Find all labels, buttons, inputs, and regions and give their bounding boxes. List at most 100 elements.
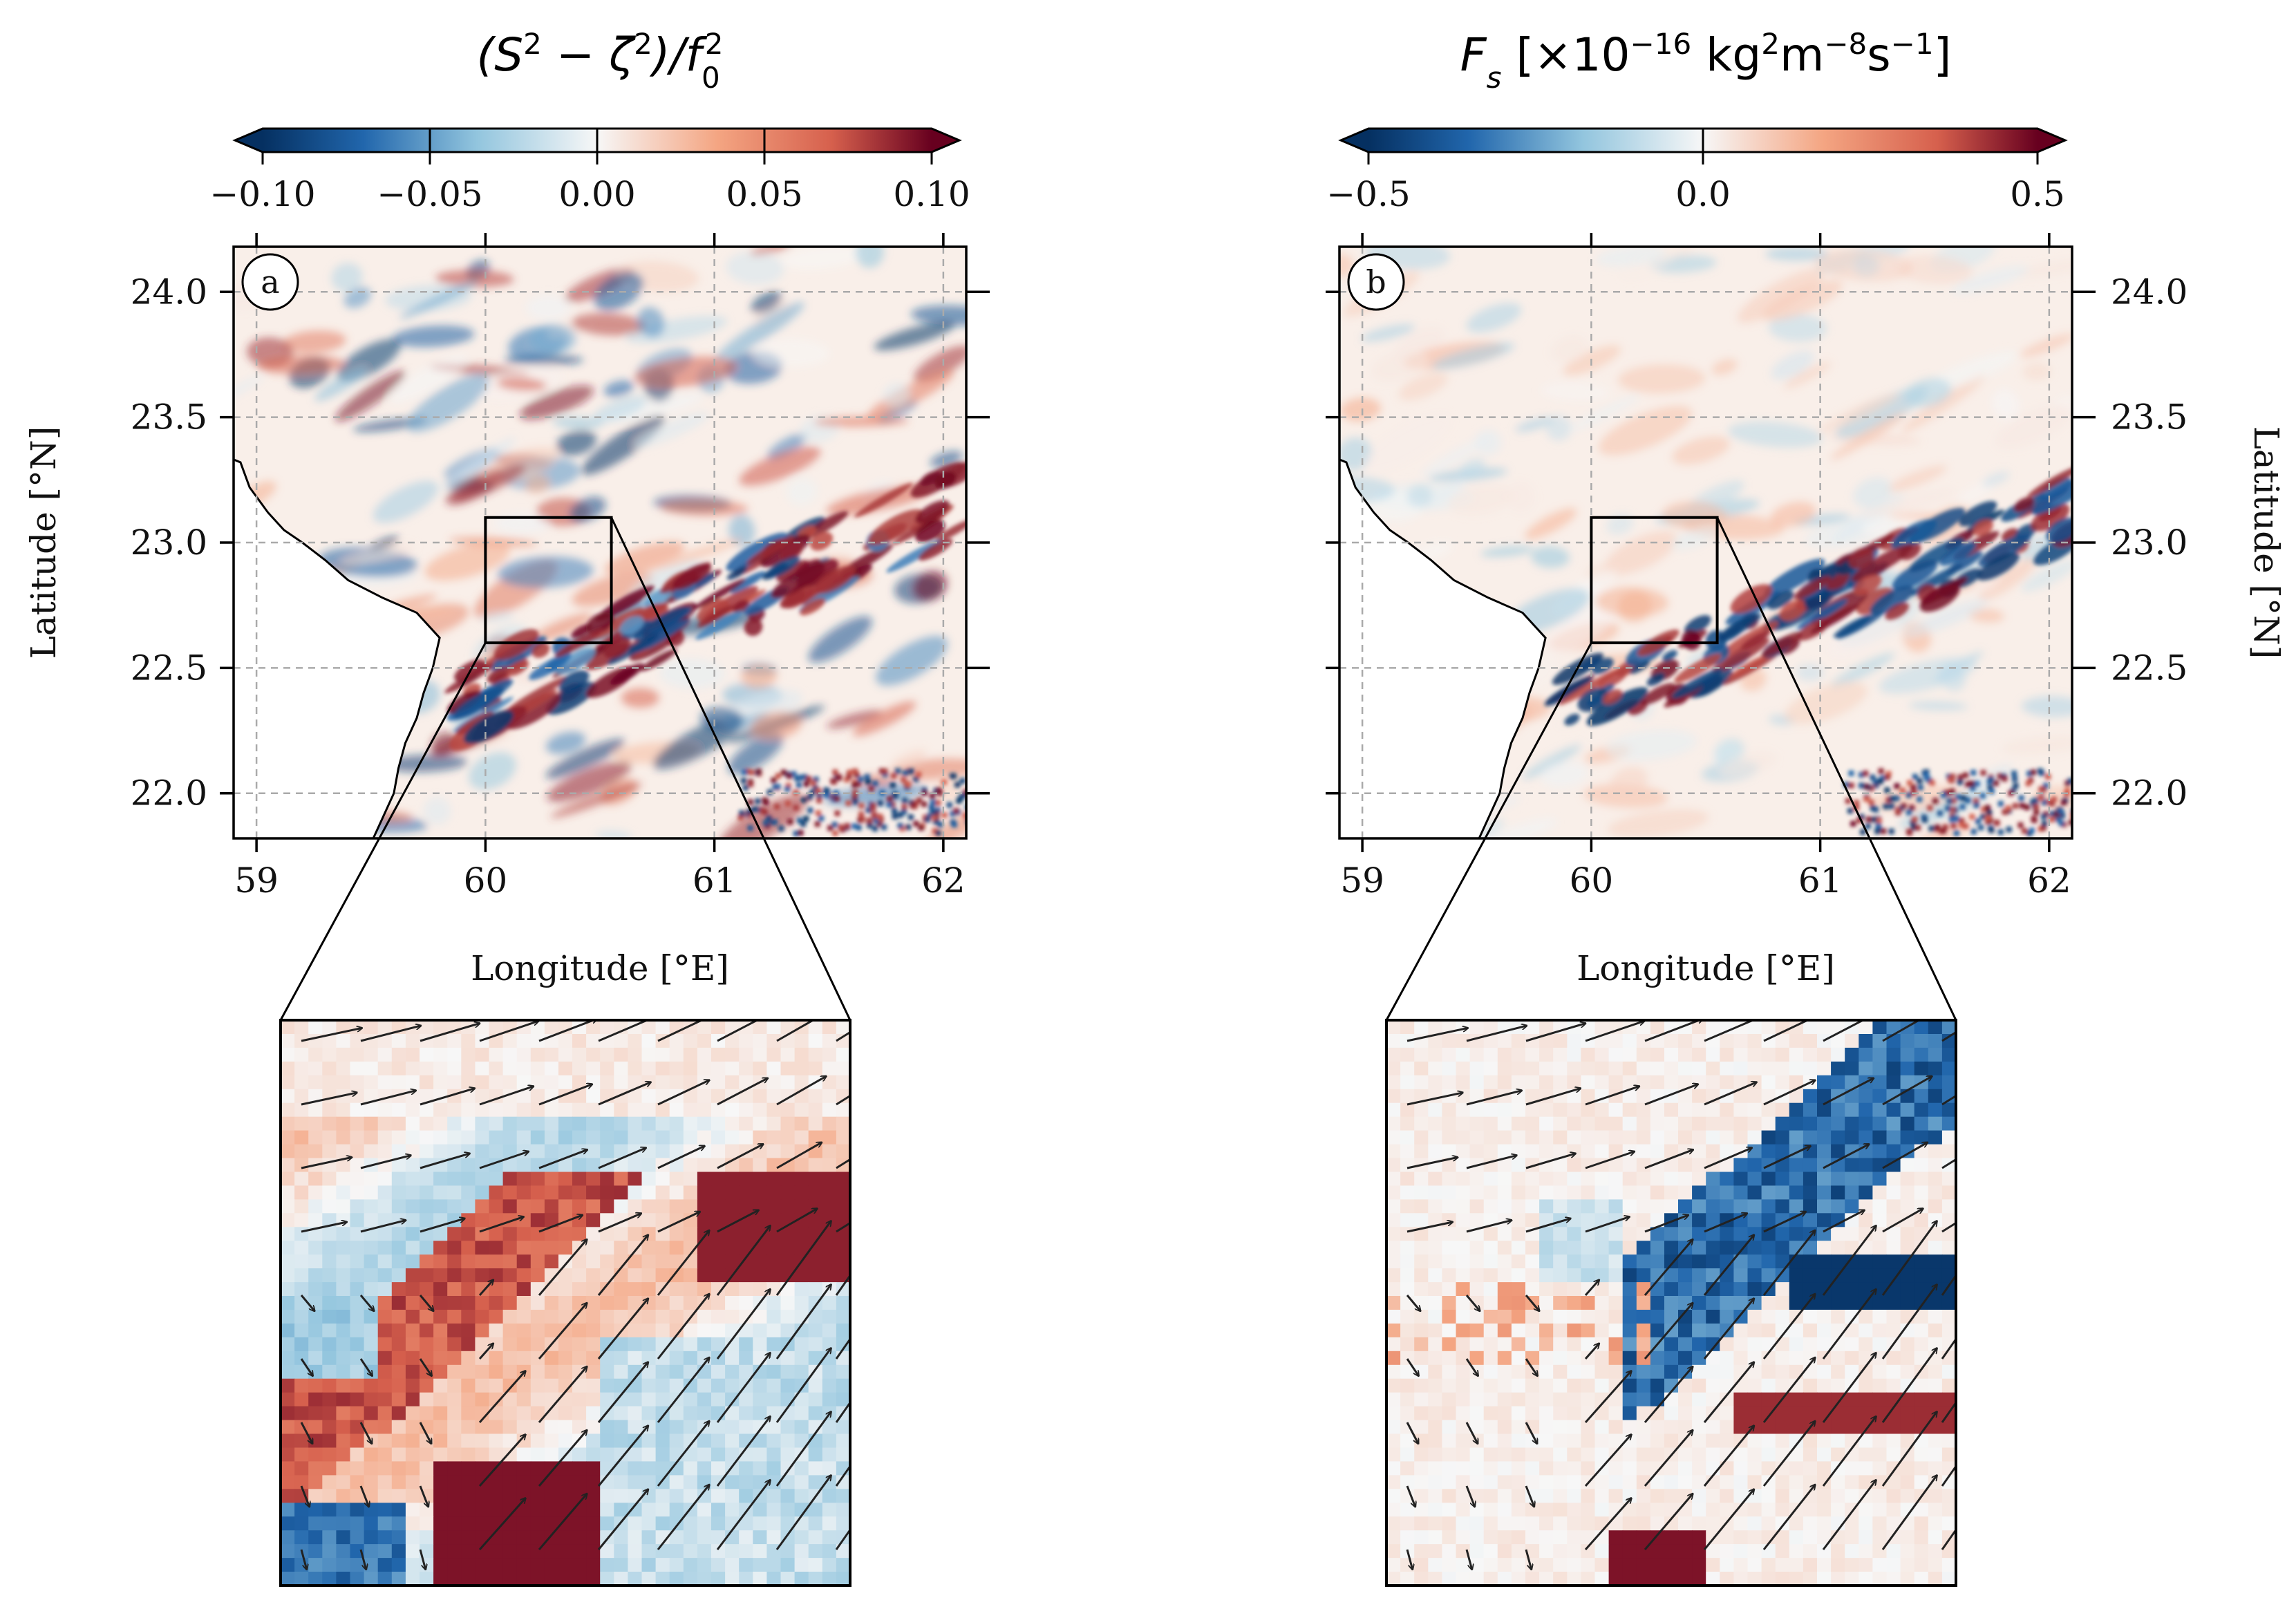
velocity-arrow [419,1295,433,1311]
velocity-arrow [716,1353,771,1423]
panel-b-colorbar: −0.5 0.0 0.5 [1326,127,2068,214]
velocity-arrow [597,1362,648,1423]
velocity-arrow [716,1480,771,1550]
velocity-arrow [1703,1489,1754,1550]
velocity-arrow [598,1082,651,1106]
x-tick-label: 61 [1798,860,1843,901]
velocity-arrow [1763,1212,1806,1233]
velocity-arrow [1466,1220,1512,1233]
velocity-arrow [1644,1303,1693,1360]
panel-b-label: b [1366,263,1386,301]
velocity-arrow [1823,1210,1865,1233]
velocity-arrow [597,1235,648,1296]
colorbar-b-extend-high [2038,129,2065,152]
velocity-arrow [657,1212,700,1233]
velocity-arrow [657,1421,709,1487]
velocity-arrow [1406,1157,1458,1169]
velocity-arrow [1823,1020,1865,1042]
velocity-arrow [1882,1076,1932,1106]
velocity-arrow [1762,1485,1815,1550]
velocity-arrow [657,1020,704,1042]
velocity-arrow [1822,1353,1876,1423]
velocity-arrow [1525,1422,1537,1444]
velocity-arrow [657,1080,710,1106]
velocity-arrow [1466,1091,1522,1106]
velocity-arrow [538,1239,587,1296]
velocity-arrow [301,1028,362,1042]
velocity-arrow [538,1494,587,1550]
velocity-arrow [1703,1299,1754,1360]
y-tick-label: 22.0 [2111,773,2187,813]
velocity-arrow [835,1464,850,1487]
velocity-arrow [775,1284,831,1360]
velocity-arrow [420,1089,475,1106]
panel-b-label-circle [1347,253,1405,311]
velocity-arrow [478,1498,526,1550]
velocity-arrow [1762,1294,1815,1360]
velocity-arrow [1882,1142,1928,1169]
velocity-arrow [1941,1273,1956,1296]
velocity-arrow [479,1151,529,1169]
velocity-arrow [1525,1295,1539,1311]
velocity-arrow [1406,1222,1453,1233]
velocity-arrow [359,1549,366,1570]
velocity-arrow [1584,1434,1632,1487]
velocity-arrow [1763,1146,1811,1169]
x-tick-label: 60 [1570,860,1614,901]
velocity-arrow [1941,1527,1956,1550]
velocity-arrow [657,1485,709,1550]
velocity-arrow [776,1209,818,1233]
velocity-arrow [717,1144,764,1169]
velocity-arrow [1763,1020,1810,1042]
velocity-arrow [775,1475,831,1550]
velocity-arrow [1941,1464,1956,1487]
velocity-arrow [657,1294,709,1360]
velocity-arrow [835,1337,850,1360]
colorbar-b-extend-low [1341,129,1368,152]
panel-b-zoom-box [1385,516,1957,1021]
velocity-arrow [1881,1411,1937,1487]
velocity-arrow [1585,1020,1644,1042]
velocity-arrow [835,1527,850,1550]
velocity-arrow [359,1295,374,1311]
velocity-arrow [1406,1549,1413,1570]
velocity-arrow [775,1348,831,1423]
velocity-arrow [420,1154,470,1169]
velocity-arrow [1822,1289,1876,1360]
velocity-arrow [1644,1239,1693,1296]
velocity-arrow [1465,1295,1480,1311]
velocity-arrow [1941,1094,1956,1106]
panel-b-inset-frame [1385,1019,1957,1587]
panel-a-ylabel: Latitude [°N] [23,426,64,659]
velocity-arrow [1406,1093,1463,1106]
velocity-arrow [479,1216,524,1233]
velocity-arrow [1644,1366,1693,1423]
velocity-arrow [300,1295,314,1311]
velocity-arrow [1762,1357,1815,1423]
zoom-rect [484,516,613,645]
velocity-arrow [1525,1358,1538,1376]
velocity-arrow [1406,1028,1468,1042]
velocity-arrow [1466,1026,1527,1042]
velocity-arrow [1704,1148,1752,1169]
colorbar-a-extend-low [235,129,263,152]
velocity-arrow [301,1157,352,1169]
velocity-arrow [598,1148,646,1169]
panel-a: (S2 − ζ2)/f02 −0.10 −0.05 0.00 0.05 0.10 59 6… [23,27,990,1587]
velocity-arrow [1525,1024,1585,1042]
velocity-arrow [300,1358,313,1376]
panel-a-label: a [261,263,279,301]
panel-b-velocity-vectors [1406,1020,1956,1570]
velocity-arrow [1703,1235,1754,1296]
velocity-arrow [479,1020,538,1042]
y-tick-label: 23.5 [2111,397,2187,438]
velocity-arrow [538,1366,587,1423]
y-tick-label: 23.5 [131,397,207,438]
panel-b: Fs [×10−16 kg2m−8s−1] −0.5 0.0 0.5 59 60 61 6… [1326,27,2286,1587]
colorbar-tick-label: 0.00 [558,174,635,214]
y-tick-label: 22.0 [131,773,207,813]
velocity-arrow [420,1219,465,1233]
panel-a-coastline [234,458,441,838]
velocity-arrow [419,1358,432,1376]
